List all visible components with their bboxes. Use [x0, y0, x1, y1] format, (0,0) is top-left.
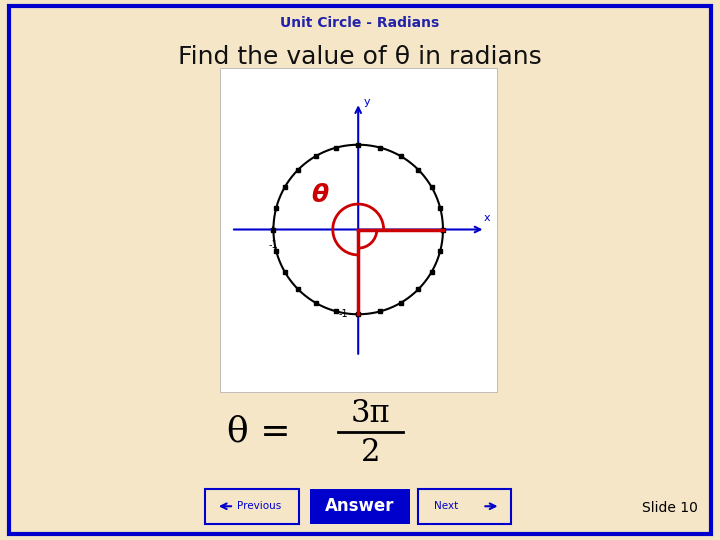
- Text: Answer: Answer: [325, 497, 395, 515]
- FancyBboxPatch shape: [418, 489, 511, 524]
- FancyBboxPatch shape: [205, 489, 299, 524]
- Text: Previous: Previous: [237, 501, 282, 511]
- FancyBboxPatch shape: [310, 489, 410, 524]
- Text: Slide 10: Slide 10: [642, 501, 698, 515]
- Text: θ: θ: [312, 184, 329, 207]
- FancyBboxPatch shape: [220, 68, 497, 392]
- Text: Unit Circle - Radians: Unit Circle - Radians: [280, 16, 440, 30]
- Text: Find the value of θ in radians: Find the value of θ in radians: [178, 45, 542, 69]
- Text: y: y: [364, 97, 370, 106]
- Text: -1: -1: [269, 240, 278, 249]
- Text: θ =: θ =: [228, 415, 291, 449]
- Text: x: x: [484, 213, 490, 222]
- Text: 3π: 3π: [351, 397, 391, 429]
- Text: 2: 2: [361, 437, 381, 468]
- Text: Next: Next: [434, 501, 459, 511]
- Text: -1: -1: [338, 309, 348, 319]
